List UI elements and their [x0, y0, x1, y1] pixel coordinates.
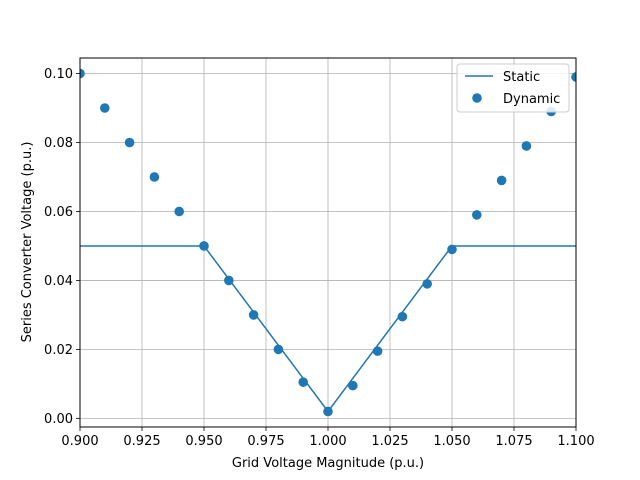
- x-tick-label: 0.950: [185, 434, 222, 449]
- x-tick-label: 0.900: [61, 434, 98, 449]
- dynamic-point: [323, 406, 333, 417]
- dynamic-point: [472, 210, 482, 220]
- dynamic-point: [124, 137, 135, 148]
- dynamic-point: [273, 344, 284, 355]
- x-tick-label: 1.050: [433, 434, 470, 449]
- dynamic-point: [571, 72, 576, 82]
- y-tick-label: 0.00: [44, 412, 73, 427]
- x-tick-label: 1.075: [495, 434, 532, 449]
- x-tick-label: 1.100: [557, 434, 594, 449]
- dynamic-point: [521, 141, 532, 151]
- plot-area: [80, 68, 576, 417]
- dynamic-point: [174, 206, 184, 217]
- x-tick-label: 1.000: [309, 434, 346, 449]
- axes: 0.900 0.925 0.950 0.975 1.000 1.025 1.050 1.075…: [44, 67, 595, 449]
- x-tick-label: 0.975: [247, 434, 284, 449]
- y-axis-title: Series Converter Voltage (p.u.): [20, 142, 35, 343]
- x-tick-label: 0.925: [123, 434, 160, 449]
- dynamic-point: [348, 380, 358, 391]
- x-axis-title: Grid Voltage Magnitude (p.u.): [232, 456, 424, 471]
- dynamic-point: [248, 310, 259, 320]
- legend-static-label: Static: [503, 70, 540, 85]
- y-tick-label: 0.08: [44, 136, 73, 151]
- dynamic-point: [199, 241, 209, 251]
- dynamic-point: [397, 311, 408, 322]
- dynamic-point: [298, 377, 309, 387]
- dynamic-point: [372, 346, 383, 356]
- legend-dynamic-label: Dynamic: [503, 92, 560, 107]
- y-tick-label: 0.06: [44, 205, 73, 220]
- dynamic-point: [224, 275, 234, 286]
- dynamic-point: [100, 103, 110, 113]
- dynamic-point: [80, 68, 85, 79]
- dynamic-point: [447, 244, 457, 255]
- y-tick-label: 0.02: [44, 343, 73, 358]
- dynamic-point: [422, 279, 433, 289]
- legend: Static Dynamic: [456, 63, 570, 113]
- y-tick-label: 0.04: [44, 274, 73, 289]
- legend-dynamic-swatch: [472, 93, 482, 103]
- dynamic-point: [496, 175, 507, 186]
- x-tick-label: 1.025: [371, 434, 408, 449]
- y-tick-label: 0.10: [44, 67, 73, 82]
- dynamic-point: [149, 172, 160, 182]
